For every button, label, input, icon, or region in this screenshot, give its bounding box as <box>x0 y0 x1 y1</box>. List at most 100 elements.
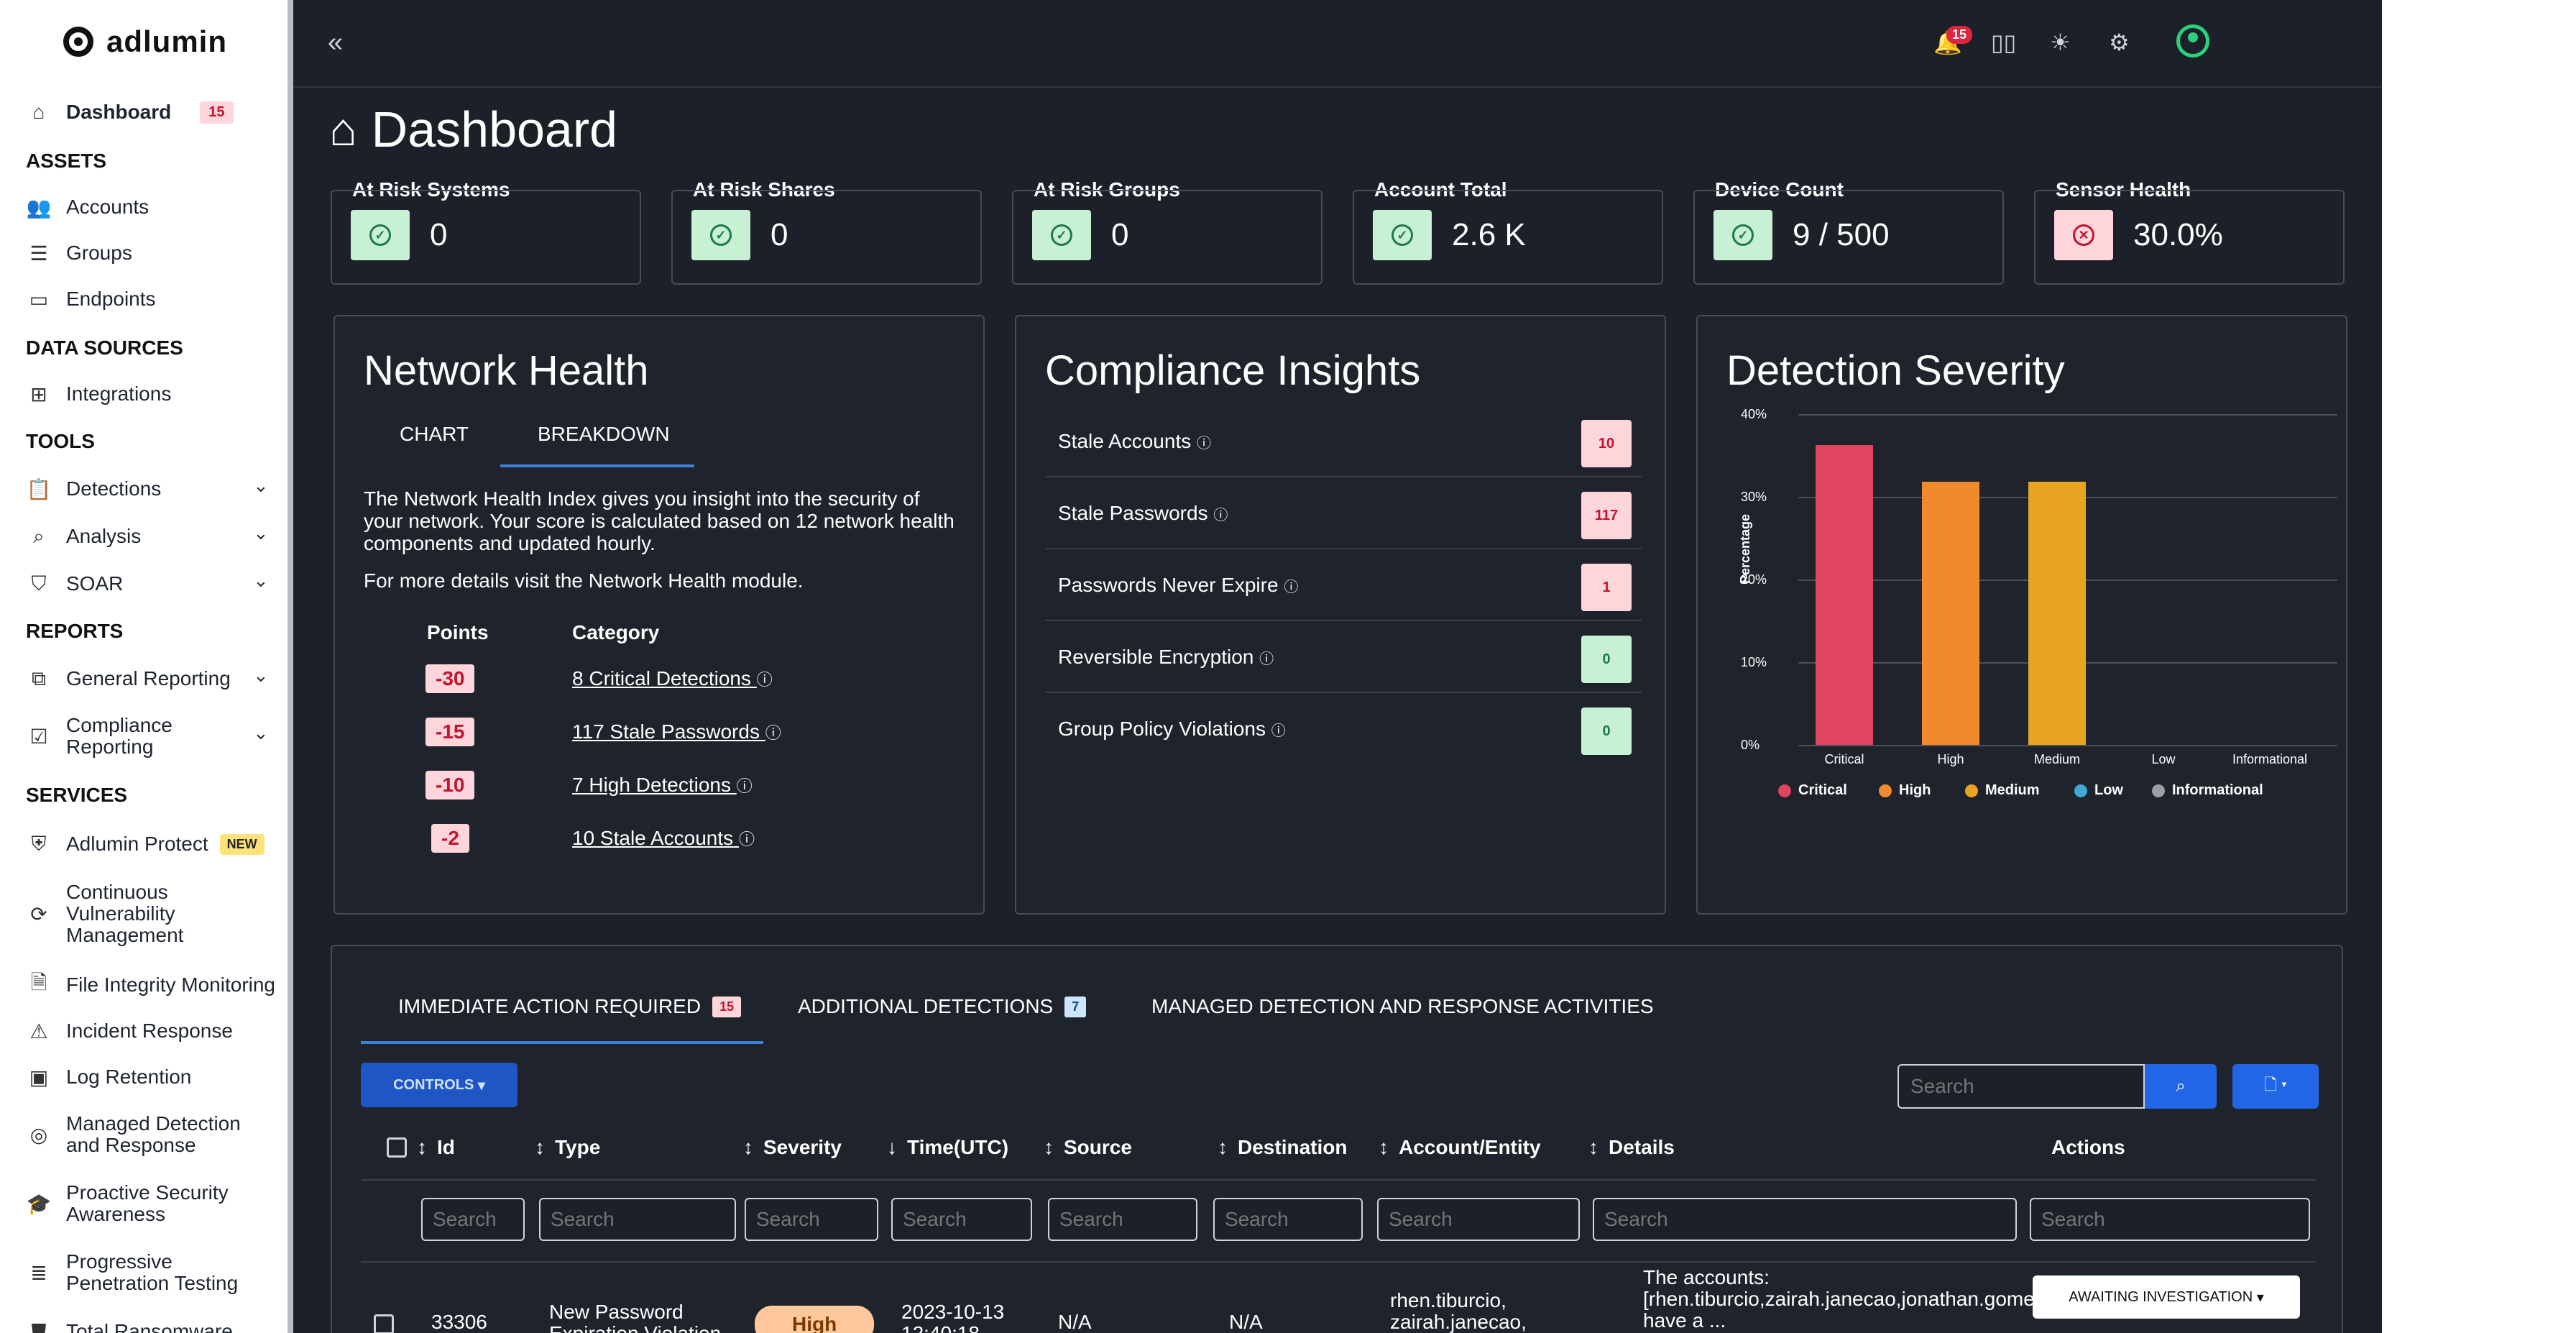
legend-item-informational[interactable]: Informational <box>2152 782 2263 799</box>
controls-button[interactable]: CONTROLS ▾ <box>361 1063 518 1107</box>
bar-medium[interactable] <box>2028 482 2086 745</box>
chevron-down-icon[interactable]: ⌄ <box>253 664 269 686</box>
column-time[interactable]: ↓ Time(UTC) <box>887 1136 1008 1159</box>
tab-additional-detections[interactable]: ADDITIONAL DETECTIONS 7 <box>798 995 1087 1018</box>
sidebar-item-incident-response[interactable]: ⚠ Incident Response <box>26 1018 233 1044</box>
stat-card[interactable]: ✓ 0 <box>671 190 982 285</box>
stat-label: Account Total <box>1374 178 1507 201</box>
source-search-input[interactable] <box>1048 1198 1197 1241</box>
search-input[interactable] <box>1898 1064 2145 1109</box>
column-destination[interactable]: ↕ Destination <box>1218 1136 1347 1159</box>
time-search-input[interactable] <box>891 1198 1032 1241</box>
category-link[interactable]: 8 Critical Detections ⓘ <box>572 667 773 690</box>
bar-high[interactable] <box>1922 482 1979 745</box>
list-item[interactable]: Stale Accounts ⓘ 10 <box>1045 406 1642 477</box>
devices-icon: ▭ <box>29 288 49 311</box>
tab-count-badge: 15 <box>712 996 742 1017</box>
sidebar-item-fim[interactable]: 🗎 File Integrity Monitoring <box>26 971 275 998</box>
legend-item-critical[interactable]: Critical <box>1778 782 1847 799</box>
sidebar-item-cvm[interactable]: ⟳ Continuous Vulnerability Management <box>26 881 183 946</box>
theme-sun-icon[interactable]: ☀ <box>2050 29 2071 55</box>
category-link[interactable]: 117 Stale Passwords ⓘ <box>572 720 781 743</box>
chevron-down-icon[interactable]: ⌄ <box>253 722 269 743</box>
tab-immediate-action[interactable]: IMMEDIATE ACTION REQUIRED 15 <box>398 995 742 1018</box>
legend-label: Low <box>2094 782 2123 798</box>
category-link[interactable]: 10 Stale Accounts ⓘ <box>572 827 755 850</box>
sidebar-item-detections[interactable]: 📋 Detections <box>26 476 162 502</box>
sidebar-item-ppt[interactable]: ≣ Progressive Penetration Testing <box>26 1251 238 1294</box>
severity-search-input[interactable] <box>745 1198 878 1241</box>
collapse-sidebar-icon[interactable]: « <box>328 27 344 58</box>
legend-dot <box>2074 784 2087 797</box>
sidebar-item-soar[interactable]: ⛉ SOAR <box>26 571 123 597</box>
sidebar-item-adlumin-protect[interactable]: ⛨ Adlumin Protect NEW <box>26 831 264 857</box>
column-details[interactable]: ↕ Details <box>1588 1136 1675 1159</box>
sidebar-item-mdr[interactable]: ◎ Managed Detection and Response <box>26 1113 241 1156</box>
destination-search-input[interactable] <box>1213 1198 1363 1241</box>
tab-mdr-activities[interactable]: MANAGED DETECTION AND RESPONSE ACTIVITIE… <box>1151 995 1654 1018</box>
brand-logo[interactable]: adlumin <box>63 24 227 59</box>
legend-item-high[interactable]: High <box>1879 782 1931 799</box>
account-search-input[interactable] <box>1377 1198 1580 1241</box>
sidebar-item-endpoints[interactable]: ▭ Endpoints <box>26 286 156 312</box>
compliance-title: Compliance Insights <box>1045 347 1421 394</box>
sidebar-item-analysis[interactable]: ⌕ Analysis <box>26 523 141 549</box>
avatar[interactable] <box>2176 24 2209 58</box>
legend-item-low[interactable]: Low <box>2074 782 2123 799</box>
column-type[interactable]: ↕ Type <box>535 1136 600 1159</box>
column-severity[interactable]: ↕ Severity <box>743 1136 842 1159</box>
category-link[interactable]: 7 High Detections ⓘ <box>572 774 753 797</box>
bar-critical[interactable] <box>1816 444 1873 745</box>
y-tick-label: 30% <box>1741 490 1767 504</box>
stat-card[interactable]: ✕ 30.0% <box>2034 190 2345 285</box>
count-badge: 10 <box>1581 420 1632 467</box>
sidebar-item-general-reporting[interactable]: ⧉ General Reporting <box>26 666 231 692</box>
actions-search-input[interactable] <box>2030 1198 2310 1241</box>
book-icon[interactable]: ▯▯ <box>1991 29 2017 55</box>
tab-breakdown[interactable]: BREAKDOWN <box>538 423 670 445</box>
label-line: and Response <box>66 1134 196 1156</box>
stat-card[interactable]: ✓ 0 <box>1012 190 1322 285</box>
sidebar-item-integrations[interactable]: ⊞ Integrations <box>26 381 171 407</box>
gear-icon[interactable]: ⚙ <box>2109 29 2130 55</box>
file-icon: 🗋 ▾ <box>2264 1076 2287 1094</box>
sidebar-item-dashboard[interactable]: ⌂ Dashboard 15 <box>26 99 234 125</box>
list-item[interactable]: Passwords Never Expire ⓘ 1 <box>1045 549 1642 621</box>
column-source[interactable]: ↕ Source <box>1044 1136 1132 1159</box>
sidebar-item-total-ransomware[interactable]: ⛊ Total Ransomware <box>26 1319 232 1333</box>
list-item[interactable]: Reversible Encryption ⓘ 0 <box>1045 621 1642 693</box>
column-account[interactable]: ↕ Account/Entity <box>1379 1136 1541 1159</box>
stat-label: At Risk Shares <box>693 178 835 201</box>
legend-dot <box>1879 784 1892 797</box>
stat-card[interactable]: ✓ 9 / 500 <box>1693 190 2004 285</box>
label-line: Management <box>66 924 184 946</box>
status-chip: ✕ <box>2054 210 2113 260</box>
page-title: ⌂ Dashboard <box>329 101 617 158</box>
row-checkbox[interactable] <box>374 1314 394 1333</box>
search-button[interactable]: ⌕ <box>2145 1064 2217 1109</box>
sidebar-scrollbar[interactable] <box>288 0 293 1333</box>
mdr-icon: ◎ <box>29 1123 48 1146</box>
export-button[interactable]: 🗋 ▾ <box>2232 1064 2319 1109</box>
details-search-input[interactable] <box>1593 1198 2017 1241</box>
list-item[interactable]: Stale Passwords ⓘ 117 <box>1045 477 1642 549</box>
y-tick-label: 10% <box>1741 655 1767 669</box>
list-item[interactable]: Group Policy Violations ⓘ 0 <box>1045 693 1642 765</box>
type-search-input[interactable] <box>539 1198 736 1241</box>
select-all-checkbox[interactable] <box>387 1137 407 1158</box>
sidebar-item-log-retention[interactable]: ▣ Log Retention <box>26 1064 192 1090</box>
stat-card[interactable]: ✓ 0 <box>331 190 641 285</box>
status-dropdown[interactable]: AWAITING INVESTIGATION ▾ <box>2033 1275 2300 1319</box>
tab-chart[interactable]: CHART <box>400 423 469 445</box>
column-id[interactable]: ↕ Id <box>387 1136 455 1159</box>
legend-item-medium[interactable]: Medium <box>1965 782 2040 799</box>
sidebar-item-groups[interactable]: ☰ Groups <box>26 240 132 266</box>
sidebar-item-compliance-reporting[interactable]: ☑ Compliance Reporting <box>26 715 172 758</box>
stat-card[interactable]: ✓ 2.6 K <box>1353 190 1663 285</box>
chevron-down-icon[interactable]: ⌄ <box>253 522 269 544</box>
sidebar-item-psa[interactable]: 🎓 Proactive Security Awareness <box>26 1182 229 1225</box>
id-search-input[interactable] <box>421 1198 525 1241</box>
sidebar-item-accounts[interactable]: 👥 Accounts <box>26 194 150 220</box>
chevron-down-icon[interactable]: ⌄ <box>253 475 269 496</box>
chevron-down-icon[interactable]: ⌄ <box>253 569 269 591</box>
